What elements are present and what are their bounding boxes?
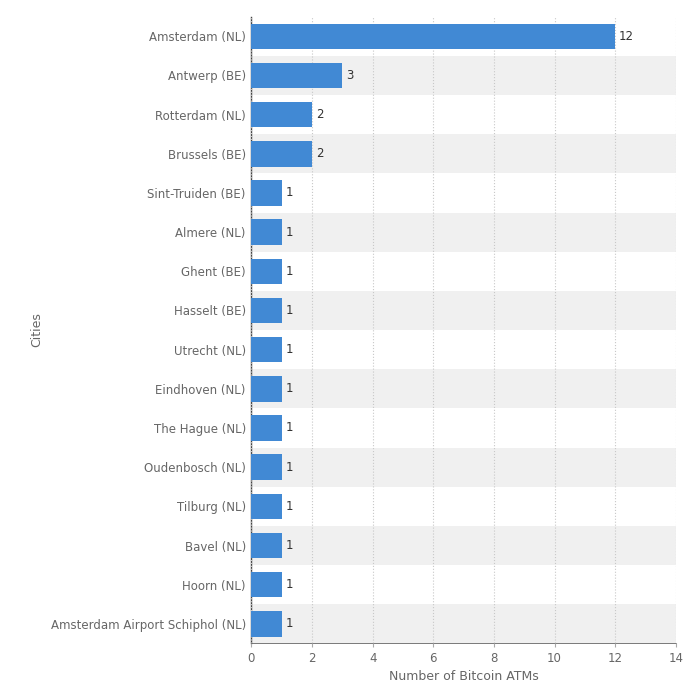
Text: 3: 3 (346, 69, 354, 82)
Bar (251, 63, 342, 88)
Text: 1: 1 (286, 382, 293, 396)
Bar (251, 95, 676, 134)
Text: 1: 1 (286, 186, 293, 200)
Text: 12: 12 (619, 30, 634, 43)
Bar (251, 219, 281, 245)
Text: 1: 1 (286, 539, 293, 552)
Text: 1: 1 (286, 421, 293, 435)
Bar (251, 258, 281, 284)
Bar (251, 376, 281, 402)
Text: 1: 1 (286, 578, 293, 592)
Bar (251, 17, 676, 56)
Y-axis label: Cities: Cities (31, 313, 43, 347)
Bar (251, 180, 281, 206)
Bar (251, 298, 281, 323)
Bar (251, 337, 281, 363)
Bar (251, 494, 281, 519)
Bar (251, 174, 676, 213)
Bar (251, 102, 312, 127)
Text: 2: 2 (316, 108, 323, 121)
Bar (251, 604, 676, 643)
Bar (251, 408, 676, 447)
Bar (251, 291, 676, 330)
Bar (251, 565, 676, 604)
Bar (251, 213, 676, 252)
Bar (251, 252, 676, 291)
Bar (251, 572, 281, 597)
Bar (251, 611, 281, 636)
Bar (251, 141, 312, 167)
Bar (251, 330, 676, 369)
Text: 1: 1 (286, 304, 293, 317)
Bar (251, 486, 676, 526)
Bar (251, 447, 676, 486)
Text: 1: 1 (286, 265, 293, 278)
Bar (251, 526, 676, 565)
Bar (251, 369, 676, 408)
Bar (251, 533, 281, 558)
Text: 1: 1 (286, 225, 293, 239)
Text: 1: 1 (286, 461, 293, 474)
Text: 1: 1 (286, 343, 293, 356)
X-axis label: Number of Bitcoin ATMs: Number of Bitcoin ATMs (389, 671, 538, 683)
Text: 1: 1 (286, 500, 293, 513)
Bar (251, 454, 281, 480)
Text: 1: 1 (286, 617, 293, 631)
Bar (251, 56, 676, 95)
Bar (251, 415, 281, 441)
Text: 2: 2 (316, 147, 323, 160)
Bar (251, 24, 615, 49)
Bar (251, 134, 676, 174)
